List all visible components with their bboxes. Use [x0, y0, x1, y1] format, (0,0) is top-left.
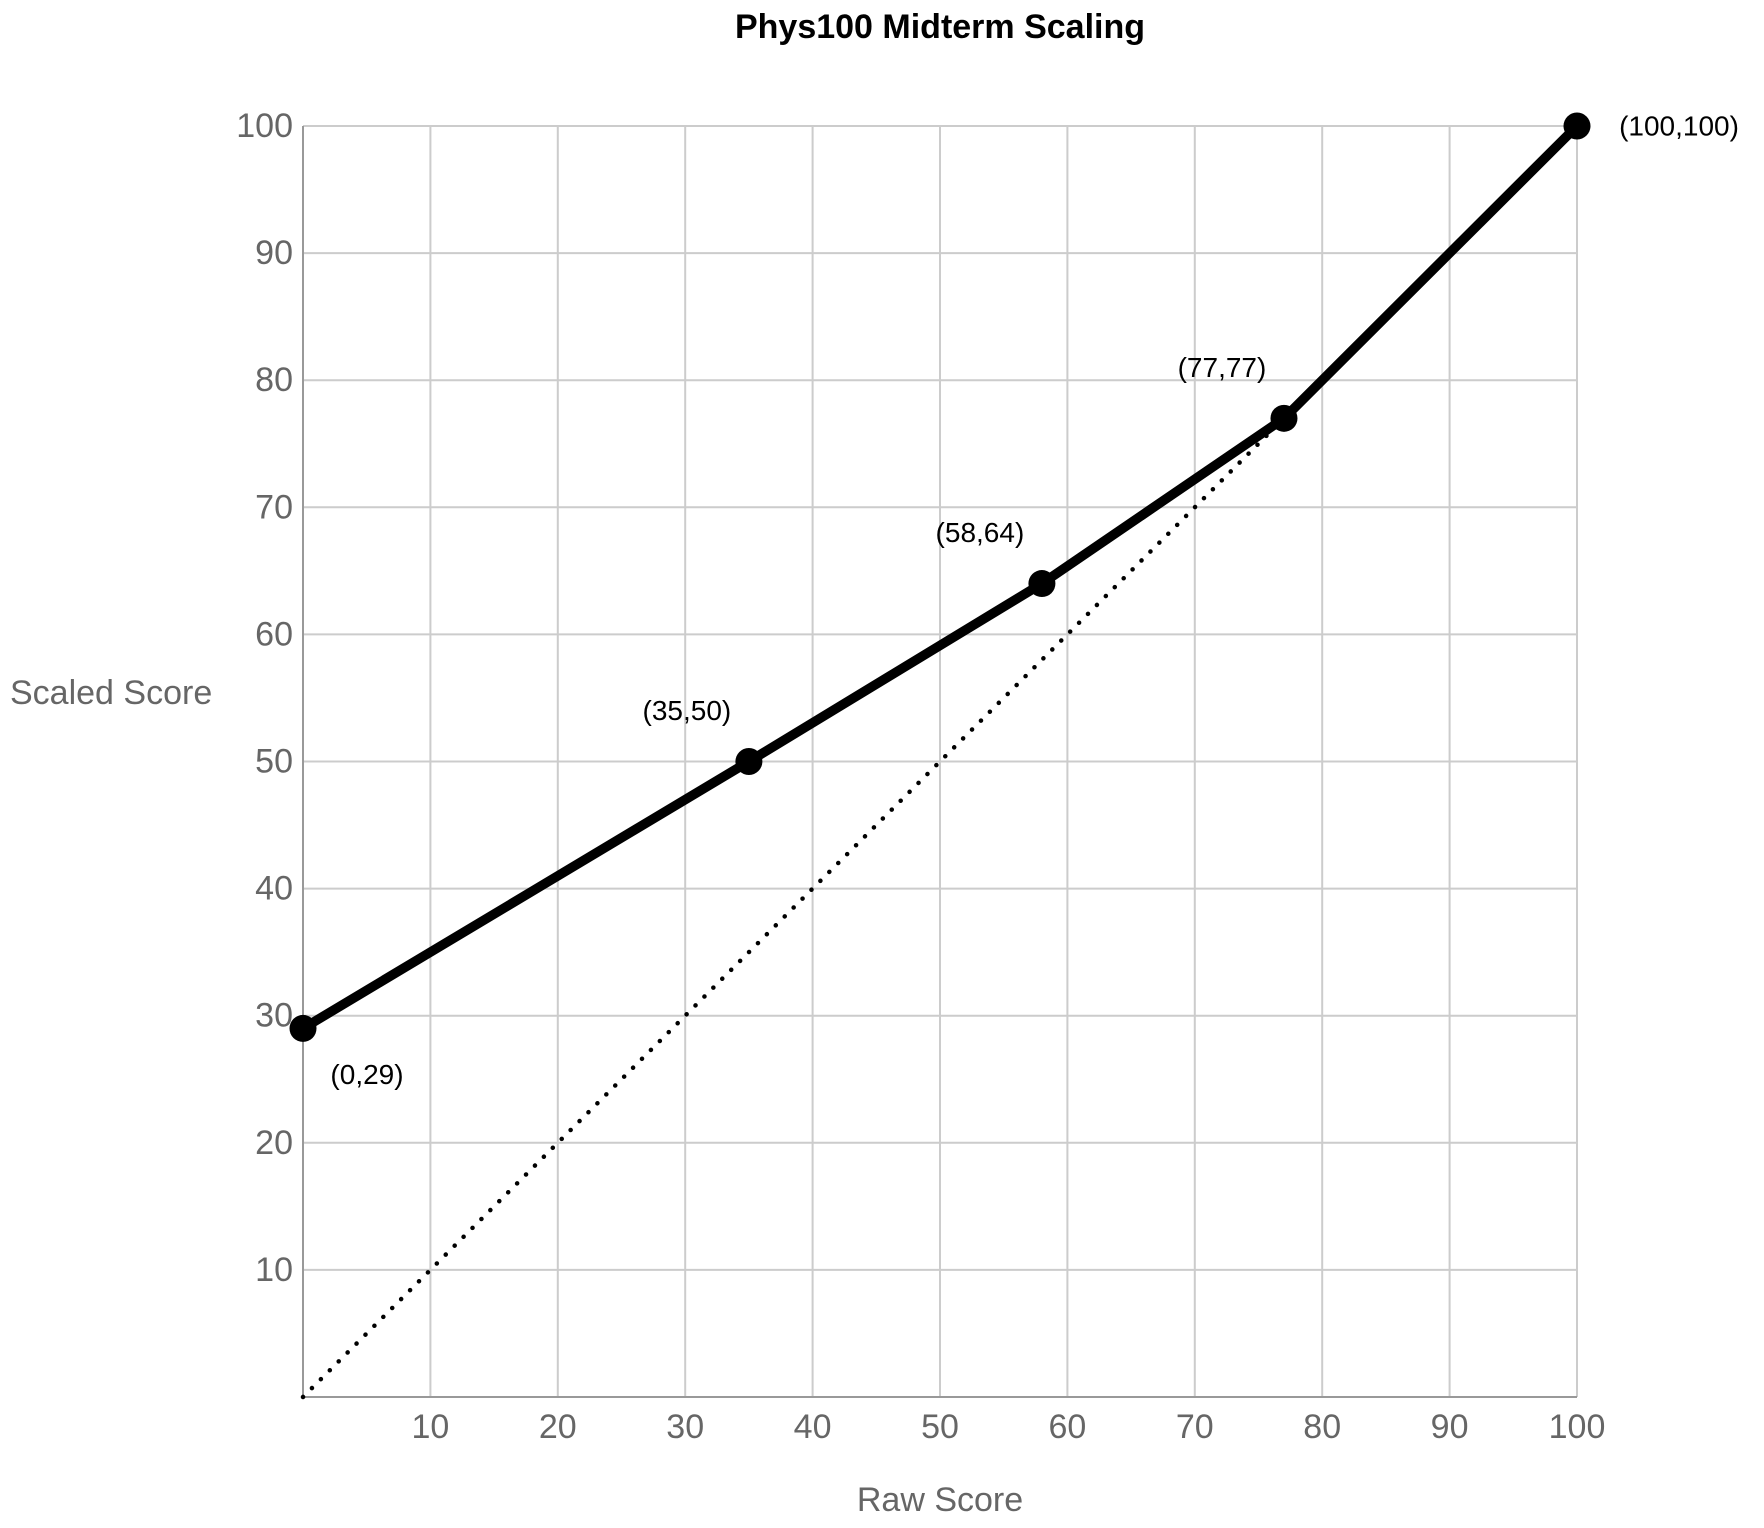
point-label: (58,64) — [936, 517, 1025, 548]
x-tick-label: 70 — [1176, 1408, 1214, 1446]
point-label: (77,77) — [1178, 352, 1267, 383]
y-tick-label: 60 — [255, 615, 293, 653]
x-tick-label: 40 — [794, 1408, 832, 1446]
point-label: (100,100) — [1619, 111, 1739, 142]
series-point — [735, 748, 763, 775]
x-tick-label: 50 — [921, 1408, 959, 1446]
chart-title: Phys100 Midterm Scaling — [734, 8, 1146, 46]
x-tick-label: 80 — [1303, 1408, 1341, 1446]
x-tick-label: 20 — [539, 1408, 577, 1446]
series-point — [289, 1014, 317, 1042]
series-point — [1270, 404, 1298, 432]
series-point — [1563, 112, 1591, 140]
y-tick-label: 20 — [255, 1124, 293, 1162]
y-tick-label: 100 — [236, 107, 293, 145]
x-tick-label: 30 — [666, 1408, 704, 1446]
point-label: (0,29) — [330, 1059, 403, 1090]
x-tick-label: 10 — [411, 1408, 449, 1446]
y-tick-label: 80 — [255, 361, 293, 399]
y-tick-label: 10 — [255, 1251, 293, 1289]
x-axis-title: Raw Score — [856, 1481, 1024, 1519]
x-tick-label: 60 — [1048, 1408, 1086, 1446]
series-point — [1028, 570, 1056, 598]
y-tick-label: 90 — [255, 234, 293, 272]
y-tick-label: 50 — [255, 743, 293, 781]
x-tick-label: 100 — [1549, 1408, 1606, 1446]
y-tick-label: 70 — [255, 488, 293, 526]
y-tick-label: 30 — [255, 997, 293, 1035]
y-tick-label: 40 — [255, 870, 293, 908]
point-label: (35,50) — [643, 695, 732, 726]
x-tick-label: 90 — [1431, 1408, 1469, 1446]
y-axis-title: Scaled Score — [10, 674, 213, 712]
